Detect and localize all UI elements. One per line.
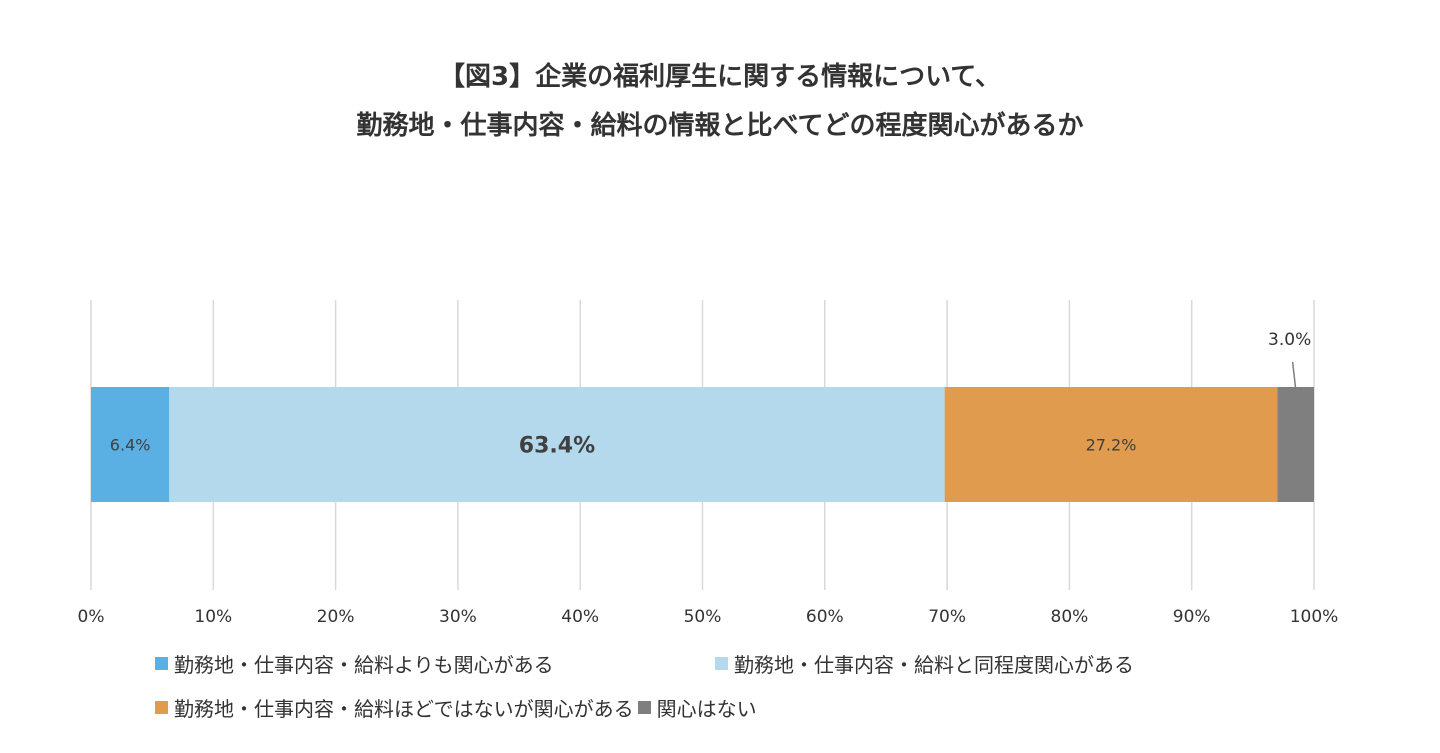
stacked-bar-chart: 6.4% 63.4% 27.2% 3.0% 0% 10% 20% 30% 40% 50% 60% 7… [78, 300, 1339, 627]
x-axis-ticks: 0% 10% 20% 30% 40% 50% 60% 70% 80% 90% 100% [78, 607, 1339, 627]
x-tick-label-0: 0% [78, 607, 105, 627]
bar-segment-3 [1277, 387, 1314, 502]
x-tick-label-4: 40% [561, 607, 599, 627]
legend: 勤務地・仕事内容・給料よりも関心がある 勤務地・仕事内容・給料と同程度関心がある… [155, 648, 1305, 736]
legend-row-1: 勤務地・仕事内容・給料よりも関心がある 勤務地・仕事内容・給料と同程度関心がある [155, 648, 1305, 678]
x-tick-label-10: 100% [1290, 607, 1339, 627]
legend-item-3: 関心はない [637, 693, 757, 722]
bars: 6.4% 63.4% 27.2% 3.0% [91, 330, 1314, 502]
x-tick-label-5: 50% [684, 607, 722, 627]
data-label-2: 27.2% [1086, 436, 1137, 455]
bar-segment-2 [944, 387, 1278, 502]
bar-segment-1 [169, 387, 945, 502]
leader-line-3 [1291, 361, 1297, 390]
legend-label-2: 勤務地・仕事内容・給料ほどではないが関心がある [174, 696, 634, 721]
legend-label-1: 勤務地・仕事内容・給料と同程度関心がある [734, 652, 1134, 677]
legend-item-2: 勤務地・仕事内容・給料ほどではないが関心がある [155, 693, 634, 722]
legend-label-0: 勤務地・仕事内容・給料よりも関心がある [174, 652, 554, 677]
chart-title-line1: 【図3】企業の福利厚生に関する情報について、 [438, 62, 1001, 92]
data-label-1: 63.4% [519, 434, 595, 459]
legend-row-2: 勤務地・仕事内容・給料ほどではないが関心がある 関心はない [155, 692, 1305, 722]
legend-item-0: 勤務地・仕事内容・給料よりも関心がある [155, 649, 715, 678]
bar-segment-0 [91, 387, 170, 502]
data-label-0: 6.4% [110, 436, 151, 455]
legend-label-3: 関心はない [656, 696, 757, 721]
x-tick-label-9: 90% [1173, 607, 1211, 627]
x-tick-label-6: 60% [806, 607, 844, 627]
legend-item-1: 勤務地・仕事内容・給料と同程度関心がある [715, 649, 1134, 678]
x-tick-label-1: 10% [194, 607, 232, 627]
x-tick-label-3: 30% [439, 607, 477, 627]
chart-title-line2: 勤務地・仕事内容・給料の情報と比べてどの程度関心があるか [356, 111, 1084, 141]
legend-swatch-2 [155, 700, 168, 714]
legend-swatch-1 [715, 656, 728, 670]
data-label-3: 3.0% [1268, 330, 1311, 350]
x-tick-label-8: 80% [1051, 607, 1089, 627]
legend-swatch-3 [637, 700, 651, 714]
x-tick-label-7: 70% [928, 607, 966, 627]
legend-swatch-0 [155, 656, 168, 670]
x-tick-label-2: 20% [317, 607, 355, 627]
